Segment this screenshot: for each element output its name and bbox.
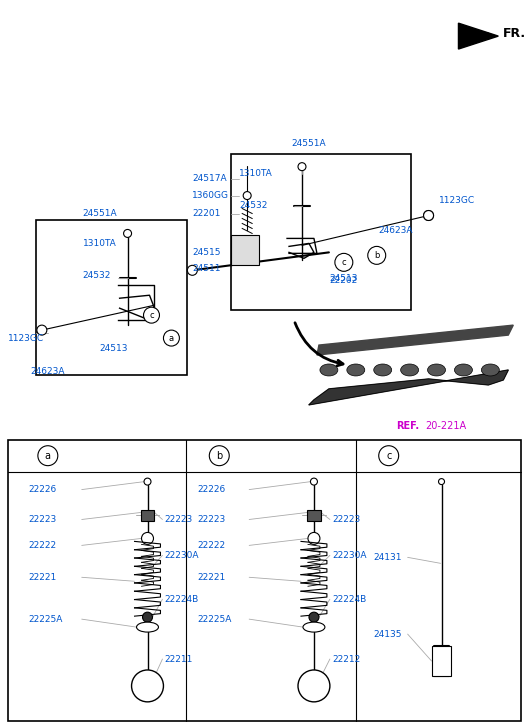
Circle shape: [424, 211, 433, 220]
Circle shape: [143, 308, 159, 323]
Text: b: b: [216, 451, 222, 461]
Text: FR.: FR.: [503, 27, 526, 39]
Text: 22226: 22226: [198, 485, 226, 494]
Text: 1123GC: 1123GC: [8, 334, 44, 342]
Text: 1310TA: 1310TA: [83, 239, 116, 248]
Ellipse shape: [303, 622, 325, 632]
Bar: [141, 510, 155, 521]
Text: 24135: 24135: [374, 630, 402, 638]
Text: 22221: 22221: [28, 573, 56, 582]
Text: 22224B: 22224B: [332, 595, 366, 603]
Circle shape: [439, 478, 444, 485]
Text: a: a: [45, 451, 51, 461]
Ellipse shape: [136, 622, 158, 632]
Circle shape: [379, 446, 399, 466]
Text: 24131: 24131: [374, 553, 402, 562]
Circle shape: [209, 446, 229, 466]
Text: 22230A: 22230A: [332, 551, 366, 560]
Text: 24532: 24532: [83, 270, 111, 280]
Text: 22201: 22201: [192, 209, 221, 218]
Text: 22224B: 22224B: [165, 595, 199, 603]
Text: 22222: 22222: [28, 541, 56, 550]
Text: 24623A: 24623A: [30, 367, 64, 377]
Bar: [432, 646, 451, 676]
Bar: [307, 510, 321, 521]
Text: 24513: 24513: [100, 344, 128, 353]
Ellipse shape: [320, 364, 338, 376]
Text: 22202: 22202: [329, 276, 357, 285]
Circle shape: [308, 532, 320, 545]
Ellipse shape: [374, 364, 392, 376]
Text: a: a: [169, 334, 174, 342]
Text: b: b: [374, 251, 380, 260]
Text: 24623A: 24623A: [379, 226, 413, 235]
Circle shape: [132, 670, 164, 702]
Text: c: c: [341, 258, 346, 267]
Text: 22223: 22223: [165, 515, 193, 524]
Text: 24551A: 24551A: [82, 209, 117, 218]
Circle shape: [298, 163, 306, 171]
Polygon shape: [458, 23, 498, 49]
Text: 22225A: 22225A: [198, 614, 232, 624]
Text: 22223: 22223: [198, 515, 226, 524]
Text: 22226: 22226: [28, 485, 56, 494]
Circle shape: [187, 265, 198, 276]
Text: 22223: 22223: [332, 515, 360, 524]
Ellipse shape: [455, 364, 473, 376]
Text: 22230A: 22230A: [165, 551, 199, 560]
Polygon shape: [309, 370, 508, 405]
Circle shape: [298, 670, 330, 702]
Circle shape: [142, 612, 152, 622]
Circle shape: [164, 330, 179, 346]
Text: 22222: 22222: [198, 541, 226, 550]
Circle shape: [124, 230, 132, 238]
Text: REF.: REF.: [396, 421, 419, 431]
Circle shape: [37, 325, 47, 335]
Circle shape: [142, 532, 153, 545]
Text: 24551A: 24551A: [292, 140, 326, 148]
Text: 1123GC: 1123GC: [439, 196, 475, 205]
Circle shape: [424, 211, 433, 220]
Text: c: c: [386, 451, 391, 461]
Polygon shape: [317, 325, 513, 355]
Text: 20-221A: 20-221A: [425, 421, 467, 431]
Text: 22225A: 22225A: [28, 614, 62, 624]
Circle shape: [335, 254, 353, 271]
Text: 24511: 24511: [192, 264, 221, 273]
Circle shape: [144, 478, 151, 485]
Circle shape: [243, 192, 251, 199]
Text: 24532: 24532: [239, 201, 268, 210]
Ellipse shape: [482, 364, 499, 376]
Circle shape: [368, 246, 386, 265]
Text: 1360GG: 1360GG: [192, 191, 229, 200]
Text: 22211: 22211: [165, 654, 193, 664]
Text: 24515: 24515: [192, 248, 221, 257]
Bar: [8, 440, 521, 720]
Text: c: c: [149, 310, 154, 320]
Bar: [231, 153, 410, 310]
Circle shape: [309, 612, 319, 622]
Text: 24517A: 24517A: [192, 174, 227, 183]
Circle shape: [38, 446, 58, 466]
Text: 1310TA: 1310TA: [239, 169, 273, 178]
Bar: [231, 236, 259, 265]
Text: 22223: 22223: [28, 515, 56, 524]
Circle shape: [311, 478, 318, 485]
Bar: [36, 220, 187, 375]
Ellipse shape: [427, 364, 446, 376]
Text: 22221: 22221: [198, 573, 226, 582]
Ellipse shape: [347, 364, 365, 376]
Text: 24513: 24513: [329, 274, 357, 283]
Text: 22212: 22212: [332, 654, 360, 664]
Ellipse shape: [401, 364, 418, 376]
